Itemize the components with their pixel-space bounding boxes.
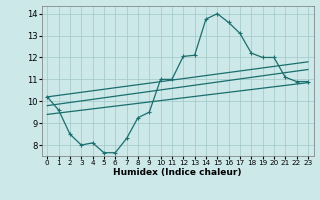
X-axis label: Humidex (Indice chaleur): Humidex (Indice chaleur): [113, 168, 242, 177]
